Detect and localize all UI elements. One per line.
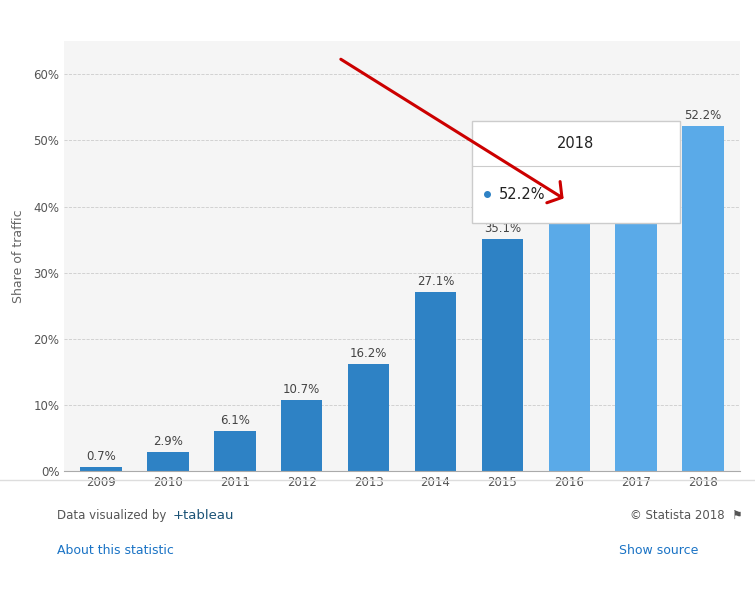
Bar	[80, 466, 122, 471]
Bar	[348, 364, 390, 471]
Text: +tableau: +tableau	[172, 509, 233, 522]
Text: 2018: 2018	[557, 135, 595, 151]
Text: 6.1%: 6.1%	[220, 414, 250, 427]
Text: 27.1%: 27.1%	[417, 275, 455, 288]
Bar	[482, 239, 523, 471]
FancyBboxPatch shape	[473, 121, 680, 223]
Text: 16.2%: 16.2%	[350, 347, 387, 360]
Text: 42.9%: 42.9%	[550, 170, 588, 183]
Bar	[683, 126, 724, 471]
Bar	[147, 452, 189, 471]
Text: Data visualized by: Data visualized by	[57, 509, 166, 522]
Text: Show source: Show source	[619, 544, 698, 557]
Text: 52.2%: 52.2%	[685, 109, 722, 122]
Bar	[549, 187, 590, 471]
Text: © Statista 2018  ⚑: © Statista 2018 ⚑	[630, 509, 743, 522]
Bar	[281, 401, 322, 471]
Text: 10.7%: 10.7%	[283, 383, 320, 396]
Text: About this statistic: About this statistic	[57, 544, 174, 557]
Bar	[214, 431, 255, 471]
Bar	[615, 138, 657, 471]
Bar	[414, 292, 456, 471]
Y-axis label: Share of traffic: Share of traffic	[12, 210, 25, 303]
Text: 50.3%: 50.3%	[618, 121, 655, 134]
Text: 0.7%: 0.7%	[86, 449, 116, 462]
Text: 35.1%: 35.1%	[484, 222, 521, 235]
Text: 52.2%: 52.2%	[499, 187, 546, 202]
Text: 2.9%: 2.9%	[153, 435, 183, 448]
